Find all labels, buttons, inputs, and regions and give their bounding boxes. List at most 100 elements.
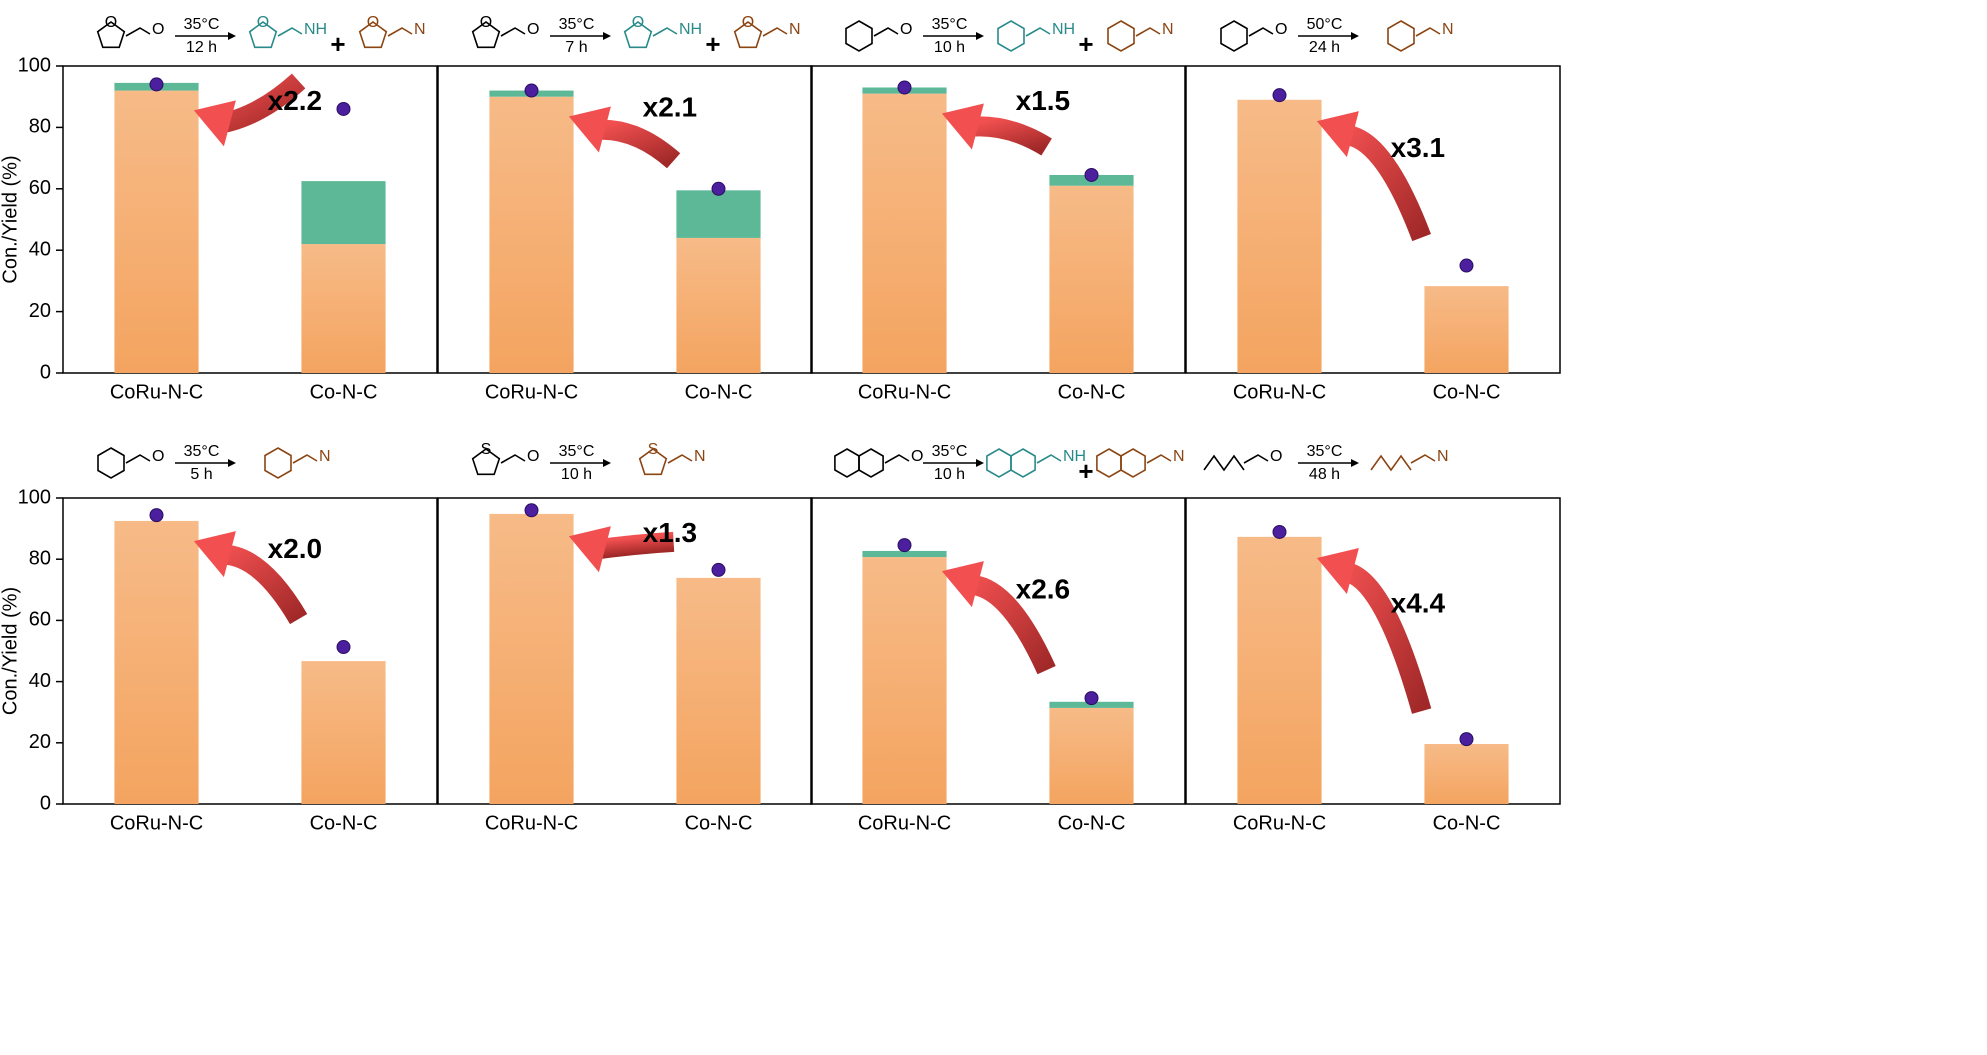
bar-segment	[114, 90, 199, 373]
reaction-temperature: 35°C	[184, 443, 220, 460]
x-tick-label: CoRu-N-C	[858, 812, 951, 834]
conversion-dot	[1272, 88, 1287, 103]
molecule-bond	[125, 454, 151, 464]
atom-label: NH	[1052, 21, 1075, 38]
molecule-ring	[1220, 20, 1248, 52]
atom-label: S	[481, 441, 492, 458]
conversion-dot	[897, 538, 912, 553]
atom-label: O	[1275, 21, 1287, 38]
molecule-bond	[500, 27, 526, 37]
bar-segment	[1237, 99, 1322, 374]
molecule-chain	[1203, 454, 1245, 472]
molecule-bond	[1243, 454, 1269, 464]
atom-label: N	[1437, 448, 1449, 465]
reaction-time: 5 h	[190, 466, 212, 483]
atom-label: N	[694, 448, 706, 465]
reaction-arrow-head	[976, 459, 984, 467]
reaction-temperature: 35°C	[932, 16, 968, 33]
reaction-arrow-head	[603, 459, 611, 467]
plus-sign: +	[330, 29, 345, 59]
atom-label: N	[789, 21, 801, 38]
y-tick-label: 0	[40, 792, 51, 814]
atom-label: O	[257, 14, 269, 31]
bar-segment	[1424, 286, 1509, 373]
trend-arrow-head	[568, 106, 611, 153]
reaction-arrow-head	[228, 459, 236, 467]
atom-label: NH	[679, 21, 702, 38]
molecule-ring	[845, 20, 873, 52]
molecule-ring	[1387, 20, 1415, 52]
molecule-bond	[1248, 27, 1274, 37]
plus-sign: +	[1078, 29, 1093, 59]
atom-label: NH	[304, 21, 327, 38]
molecule-ring	[358, 21, 388, 49]
molecule-bond	[387, 27, 413, 37]
plot-frame	[810, 497, 1186, 805]
bar-segment	[862, 93, 947, 373]
molecule-ring	[1107, 20, 1135, 52]
reaction-time: 10 h	[561, 466, 592, 483]
x-tick-label: Co-N-C	[310, 381, 378, 403]
molecule-ring	[1010, 448, 1036, 478]
reaction-time: 12 h	[186, 39, 217, 56]
atom-label: O	[527, 21, 539, 38]
atom-label: N	[319, 448, 331, 465]
molecule-ring	[1096, 448, 1122, 478]
atom-label: O	[900, 21, 912, 38]
conversion-dot	[1459, 732, 1474, 747]
plot-frame	[810, 65, 1186, 374]
molecule-ring	[858, 448, 884, 478]
trend-arrow	[214, 544, 308, 625]
conversion-dot	[524, 503, 539, 518]
reaction-time: 48 h	[1309, 466, 1340, 483]
reaction-temperature: 35°C	[1307, 443, 1343, 460]
reaction-time: 10 h	[934, 466, 965, 483]
y-tick-label: 0	[40, 361, 51, 383]
plot-frame	[62, 65, 438, 374]
x-tick-label: CoRu-N-C	[110, 812, 203, 834]
atom-label: NH	[1063, 448, 1086, 465]
conversion-dot	[1272, 524, 1287, 539]
reaction-arrow-head	[228, 32, 236, 40]
bar-segment	[676, 577, 761, 804]
bar-segment	[1424, 744, 1509, 804]
reaction-temperature: 35°C	[559, 16, 595, 33]
bar-segment	[1049, 185, 1134, 373]
molecule-ring	[96, 21, 126, 49]
bar-segment	[489, 96, 574, 373]
atom-label: N	[1173, 448, 1185, 465]
atom-label: O	[105, 14, 117, 31]
improvement-annotation: x2.2	[268, 85, 323, 116]
y-tick-label: 100	[18, 54, 51, 76]
x-tick-label: CoRu-N-C	[1233, 812, 1326, 834]
improvement-annotation: x1.5	[1016, 85, 1071, 116]
bar-segment	[862, 557, 947, 804]
plot-frame	[437, 497, 813, 805]
x-tick-label: CoRu-N-C	[858, 381, 951, 403]
bar-segment	[489, 513, 574, 804]
conversion-dot	[336, 101, 351, 116]
conversion-dot	[897, 80, 912, 95]
molecule-ring	[834, 448, 860, 478]
conversion-dot	[1084, 167, 1099, 182]
plot-frame	[1185, 65, 1561, 374]
improvement-annotation: x2.6	[1016, 573, 1071, 604]
conversion-dot	[711, 562, 726, 577]
atom-label: N	[414, 21, 426, 38]
y-tick-label: 80	[29, 547, 51, 569]
molecule-bond	[1025, 27, 1051, 37]
molecule-ring	[623, 21, 653, 49]
trend-arrow-head	[1316, 547, 1359, 594]
y-tick-label: 80	[29, 116, 51, 138]
y-axis-label: Con./Yield (%)	[0, 587, 21, 715]
plot-frame	[437, 65, 813, 374]
molecule-bond	[762, 27, 788, 37]
atom-label: O	[480, 14, 492, 31]
x-tick-label: CoRu-N-C	[110, 381, 203, 403]
atom-label: O	[911, 448, 923, 465]
x-tick-label: CoRu-N-C	[1233, 381, 1326, 403]
molecule-ring	[638, 448, 668, 476]
bar-segment	[1237, 536, 1322, 804]
molecule-bond	[1410, 454, 1436, 464]
